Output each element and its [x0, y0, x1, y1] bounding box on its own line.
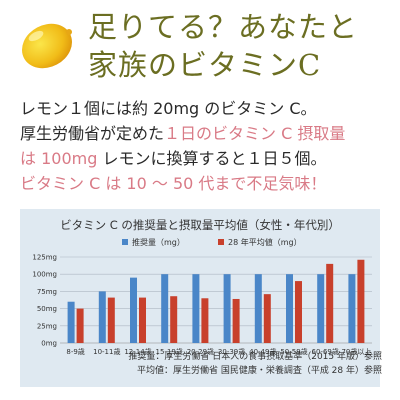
bar-recommended: [161, 274, 169, 343]
body-line-2-a: 厚生労働省が定めた: [20, 124, 165, 143]
bar-intake: [295, 281, 302, 343]
x-tick-label: 10-11歳: [93, 347, 120, 356]
x-tick-label: 20-29歳: [187, 347, 214, 356]
headline: 足りてる？あなたと 家族のビタミンC: [88, 8, 358, 84]
bar-intake: [139, 297, 146, 343]
body-line-2: 厚生労働省が定めた１日のビタミン C 摂取量: [20, 121, 345, 146]
caption-line-1: 推奨量：厚生労働省 日本人の食事摂取基準（2015 年版）参照: [128, 352, 382, 362]
chart-title: ビタミン C の推奨量と摂取量平均値（女性・年代別）: [60, 218, 340, 232]
vitamin-c-chart: ビタミン C の推奨量と摂取量平均値（女性・年代別） 推奨量（mg） 28 年平均値…: [32, 218, 372, 356]
bar-recommended: [286, 274, 293, 343]
bar-recommended: [254, 274, 262, 343]
body-text: レモン１個には約 20mg のビタミン C。 厚生労働省が定めた１日のビタミン …: [20, 96, 345, 196]
x-tick-label: 30-39歳: [218, 347, 245, 356]
headline-line-2: 家族のビタミンC: [88, 48, 322, 82]
source-caption: 推奨量：厚生労働省 日本人の食事摂取基準（2015 年版）参照 平均値：厚生労働…: [128, 350, 382, 378]
bar-intake: [357, 259, 365, 343]
y-tick-label: 75mg: [37, 288, 57, 296]
headline-line-1: 足りてる？あなたと: [88, 10, 359, 44]
y-tick-label: 50mg: [37, 305, 57, 313]
bar-recommended: [67, 301, 75, 343]
body-line-4: ビタミン C は 10 ～ 50 代まで不足気味！: [20, 174, 327, 193]
legend-swatch: [218, 239, 224, 245]
body-line-3: は 100mg レモンに換算すると１日５個。: [20, 146, 345, 171]
body-line-3-b: レモンに換算すると１日５個。: [102, 149, 327, 168]
bar-intake: [326, 263, 334, 343]
x-tick-label: 12-14歳: [124, 347, 151, 356]
y-tick-label: 100mg: [32, 271, 57, 279]
chart-panel: ビタミン C の推奨量と摂取量平均値（女性・年代別） 推奨量（mg） 28 年平均値…: [20, 209, 380, 387]
bar-recommended: [98, 291, 106, 343]
x-tick-label: 70歳以上: [341, 347, 371, 356]
lemon-icon: [22, 23, 72, 69]
bar-recommended: [223, 274, 231, 343]
legend-label: 28 年平均値（mg）: [228, 237, 302, 247]
x-tick-label: 50-59歳: [280, 347, 307, 356]
x-tick-label: 60-69歳: [312, 347, 339, 356]
body-line-2-b: １日のビタミン C 摂取量: [164, 124, 346, 143]
body-line-3-a: は 100mg: [20, 149, 98, 168]
bar-recommended: [192, 274, 200, 343]
y-tick-label: 125mg: [32, 254, 57, 262]
bar-intake: [107, 297, 115, 343]
y-tick-label: 25mg: [37, 322, 57, 330]
x-tick-label: 8-9歳: [66, 347, 84, 356]
bar-recommended: [317, 274, 325, 343]
bar-intake: [201, 298, 209, 343]
caption-line-2: 平均値：厚生労働省 国民健康・栄養調査（平成 28 年）参照: [136, 366, 382, 376]
legend-swatch: [122, 239, 128, 245]
x-tick-label: 40-49歳: [249, 347, 276, 356]
bar-intake: [170, 296, 178, 343]
bar-recommended: [130, 277, 137, 343]
bar-intake: [263, 294, 271, 343]
header: 足りてる？あなたと 家族のビタミンC: [0, 0, 400, 88]
bar-intake: [76, 308, 84, 343]
bar-recommended: [348, 274, 356, 343]
y-tick-label: 0mg: [41, 340, 57, 348]
body-line-1: レモン１個には約 20mg のビタミン C。: [20, 99, 317, 118]
x-tick-label: 15-19歳: [156, 347, 183, 356]
legend-label: 推奨量（mg）: [132, 237, 185, 247]
bar-intake: [232, 298, 240, 343]
